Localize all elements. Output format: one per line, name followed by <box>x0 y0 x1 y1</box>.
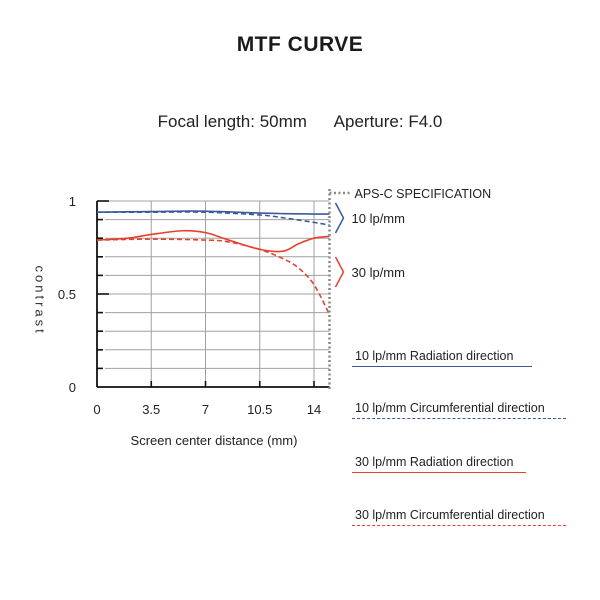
legend-label: 10 lp/mm Circumferential direction <box>355 401 545 415</box>
legend-swatch <box>352 366 532 367</box>
legend-swatch <box>352 525 566 526</box>
legend-label: 10 lp/mm Radiation direction <box>355 349 514 363</box>
grid-lines <box>105 200 330 387</box>
x-axis-label: Screen center distance (mm) <box>131 433 298 448</box>
legend-item: 10 lp/mm Circumferential direction <box>352 401 566 419</box>
legend-label: 30 lp/mm Circumferential direction <box>355 508 545 522</box>
legend-item: 10 lp/mm Radiation direction <box>352 349 532 367</box>
legend-swatch <box>352 418 566 419</box>
chart-subtitle: Focal length: 50mm Aperture: F4.0 <box>0 112 600 132</box>
chart-title: MTF CURVE <box>236 33 364 56</box>
aperture-label: Aperture: F4.0 <box>333 112 443 131</box>
y-tick-label: 1 <box>69 194 76 209</box>
x-tick-label: 14 <box>307 402 321 417</box>
group-10-bracket-icon <box>334 202 345 234</box>
legend-item: 30 lp/mm Radiation direction <box>352 455 526 473</box>
group-10-label: 10 lp/mm <box>352 211 405 226</box>
series-line <box>97 211 330 226</box>
x-tick-label: 3.5 <box>142 402 160 417</box>
x-tick-label: 0 <box>93 402 100 417</box>
series-line <box>96 229 330 253</box>
spec-label: APS-C SPECIFICATION <box>355 187 492 201</box>
y-tick-label: 0.5 <box>58 287 76 302</box>
x-tick-label: 7 <box>202 402 209 417</box>
group-30-label: 30 lp/mm <box>352 265 405 280</box>
x-tick-label: 10.5 <box>247 402 272 417</box>
frequency-brackets: 10 lp/mm 30 lp/mm <box>334 202 405 288</box>
tick-labels: 0 0.5 1 0 3.5 7 10.5 14 Screen center distance (… <box>58 194 321 448</box>
legend-item: 30 lp/mm Circumferential direction <box>352 508 566 526</box>
focal-length-label: Focal length: 50mm <box>157 112 307 131</box>
aps-c-spec-line: APS-C SPECIFICATION <box>328 187 492 389</box>
legend-swatch <box>352 472 526 473</box>
axes <box>96 200 330 388</box>
y-tick-label: 0 <box>69 380 76 395</box>
series-line <box>96 238 331 315</box>
series-lines <box>96 210 331 315</box>
y-axis-label: contrast <box>32 265 48 336</box>
group-30-bracket-icon <box>334 256 345 288</box>
legend-label: 30 lp/mm Radiation direction <box>355 455 514 469</box>
